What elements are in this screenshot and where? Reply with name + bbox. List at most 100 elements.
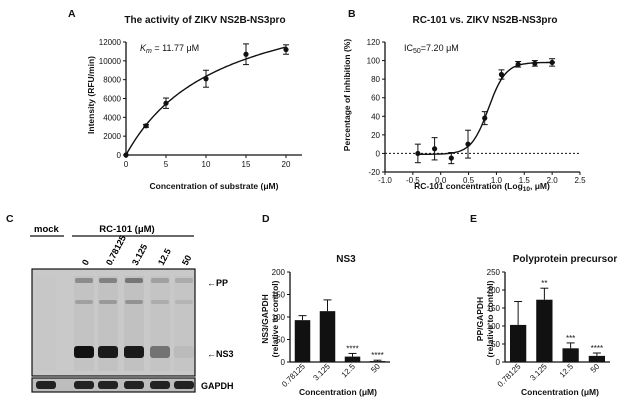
b-x-tick-label: 0.5 — [463, 176, 475, 185]
b-y-tick-label: 120 — [367, 38, 381, 47]
e-bar — [588, 355, 606, 362]
a-y-tick-label: 6000 — [103, 95, 121, 104]
e-x-tick-label: 50 — [589, 362, 602, 375]
b-x-tick-label: 2.0 — [547, 176, 559, 185]
d-x-tick-label: 3.125 — [311, 362, 332, 383]
b-y-tick-label: 80 — [371, 75, 380, 84]
b-x-tick-label: 1.0 — [491, 176, 503, 185]
b-data-point — [549, 59, 555, 66]
blot-lane-smear — [150, 276, 170, 371]
blot-lane-label: 12.5 — [156, 247, 173, 267]
ns3-band — [98, 346, 118, 358]
panel-a-km-annotation: Km = 11.77 μM — [140, 43, 199, 55]
panel-d-letter: D — [262, 213, 270, 225]
e-bar — [509, 324, 527, 362]
b-data-point — [498, 71, 505, 78]
blot-bands — [36, 276, 194, 371]
b-data-point — [431, 146, 438, 152]
b-x-tick-label: 0.0 — [435, 176, 447, 185]
ns3-band — [74, 346, 94, 358]
panel-e-title: Polyprotein precursor — [513, 254, 618, 265]
d-y-tick-label: 200 — [272, 268, 286, 277]
pp-band — [125, 278, 143, 283]
panel-e-y-axis-label-2: (relative to control) — [485, 280, 495, 357]
panel-d-x-axis-label: Concentration (μM) — [299, 387, 377, 397]
band-label-gapdh: GAPDH — [201, 381, 234, 391]
d-y-tick-label: 0 — [281, 358, 286, 367]
panel-d-title: NS3 — [336, 254, 356, 265]
a-x-tick-label: 0 — [124, 160, 129, 169]
band-label-ns3: ←NS3 — [207, 349, 234, 359]
b-y-tick-label: 100 — [367, 57, 381, 66]
b-x-tick-label: 2.5 — [574, 176, 586, 185]
d-bar — [369, 361, 386, 362]
d-x-tick-label: 50 — [369, 362, 382, 375]
blot-lane-label: 50 — [180, 253, 194, 267]
a-x-tick-label: 10 — [202, 160, 211, 169]
b-y-tick-label: 20 — [371, 131, 380, 140]
b-y-tick-label: 40 — [371, 112, 380, 121]
ns3-band — [150, 346, 170, 358]
a-data-point — [143, 123, 149, 129]
gapdh-band — [98, 381, 118, 389]
e-y-tick-label: 0 — [496, 358, 501, 367]
e-y-tick-label: 50 — [491, 340, 500, 349]
b-y-tick-label: -20 — [368, 168, 380, 177]
panel-a: A The activity of ZIKV NS2B-NS3pro Km = … — [68, 8, 302, 191]
b-data-point — [465, 141, 471, 147]
blot-lane-labels: 0 0.78125 3.125 12.5 50 — [80, 234, 194, 267]
b-x-tick-label: -1.0 — [378, 176, 392, 185]
blot-gapdh-bands — [36, 381, 194, 389]
d-significance: **** — [346, 344, 358, 353]
panel-a-y-axis-label: Intensity (RFU/min) — [86, 56, 96, 134]
panel-b-title: RC-101 vs. ZIKV NS2B-NS3pro — [412, 15, 557, 26]
d-y-tick-label: 150 — [272, 291, 286, 300]
b-data-point — [515, 61, 521, 67]
panel-e: E Polyprotein precursor 0501001502002500… — [470, 213, 617, 397]
a-x-tick-label: 5 — [164, 160, 169, 169]
a-y-tick-label: 12000 — [99, 38, 122, 47]
a-data-point — [283, 46, 289, 53]
e-y-tick-label: 250 — [487, 268, 501, 277]
b-x-tick-label: -0.5 — [406, 176, 420, 185]
panel-e-letter: E — [470, 213, 477, 225]
panel-a-letter: A — [68, 8, 76, 20]
panel-a-title: The activity of ZIKV NS2B-NS3pro — [124, 15, 285, 26]
a-x-tick-label: 20 — [282, 160, 291, 169]
pp-band-minor — [125, 300, 143, 304]
d-bar — [319, 311, 336, 362]
gapdh-band — [74, 381, 94, 389]
a-data-point — [203, 76, 209, 82]
panel-a-x-axis-label: Concentration of substrate (μM) — [150, 181, 279, 191]
b-data-point — [448, 155, 454, 161]
ns3-band — [124, 346, 144, 358]
pp-band-minor — [99, 300, 117, 304]
panel-b-letter: B — [348, 8, 356, 20]
b-y-tick-label: 60 — [371, 94, 380, 103]
a-data-point — [243, 51, 249, 57]
panel-d-y-axis-label-2: (relative to control) — [270, 280, 280, 357]
panel-b-y-axis-label: Percentage of inhibition (%) — [342, 39, 352, 152]
a-data-point — [123, 152, 129, 158]
blot-lane-label: 0 — [80, 258, 91, 267]
b-fit-curve — [415, 61, 555, 155]
e-significance: ** — [541, 279, 547, 288]
pp-band-minor — [175, 300, 193, 304]
lane-label-mock: mock — [34, 224, 60, 235]
gapdh-band — [174, 381, 194, 389]
a-y-tick-label: 10000 — [99, 57, 122, 66]
b-y-tick-label: 0 — [376, 149, 381, 158]
blot-lane-label: 3.125 — [130, 242, 149, 267]
blot-header: RC-101 (μM) — [99, 224, 154, 235]
e-y-tick-label: 100 — [487, 322, 501, 331]
panel-e-plot: 0501001502002500.78125**3.125***12.5****… — [487, 268, 610, 389]
a-y-tick-label: 2000 — [103, 132, 121, 141]
a-y-tick-label: 4000 — [103, 113, 121, 122]
d-x-tick-label: 12.5 — [340, 362, 358, 380]
e-significance: **** — [591, 344, 603, 353]
d-y-tick-label: 50 — [276, 336, 285, 345]
pp-band — [175, 278, 193, 283]
